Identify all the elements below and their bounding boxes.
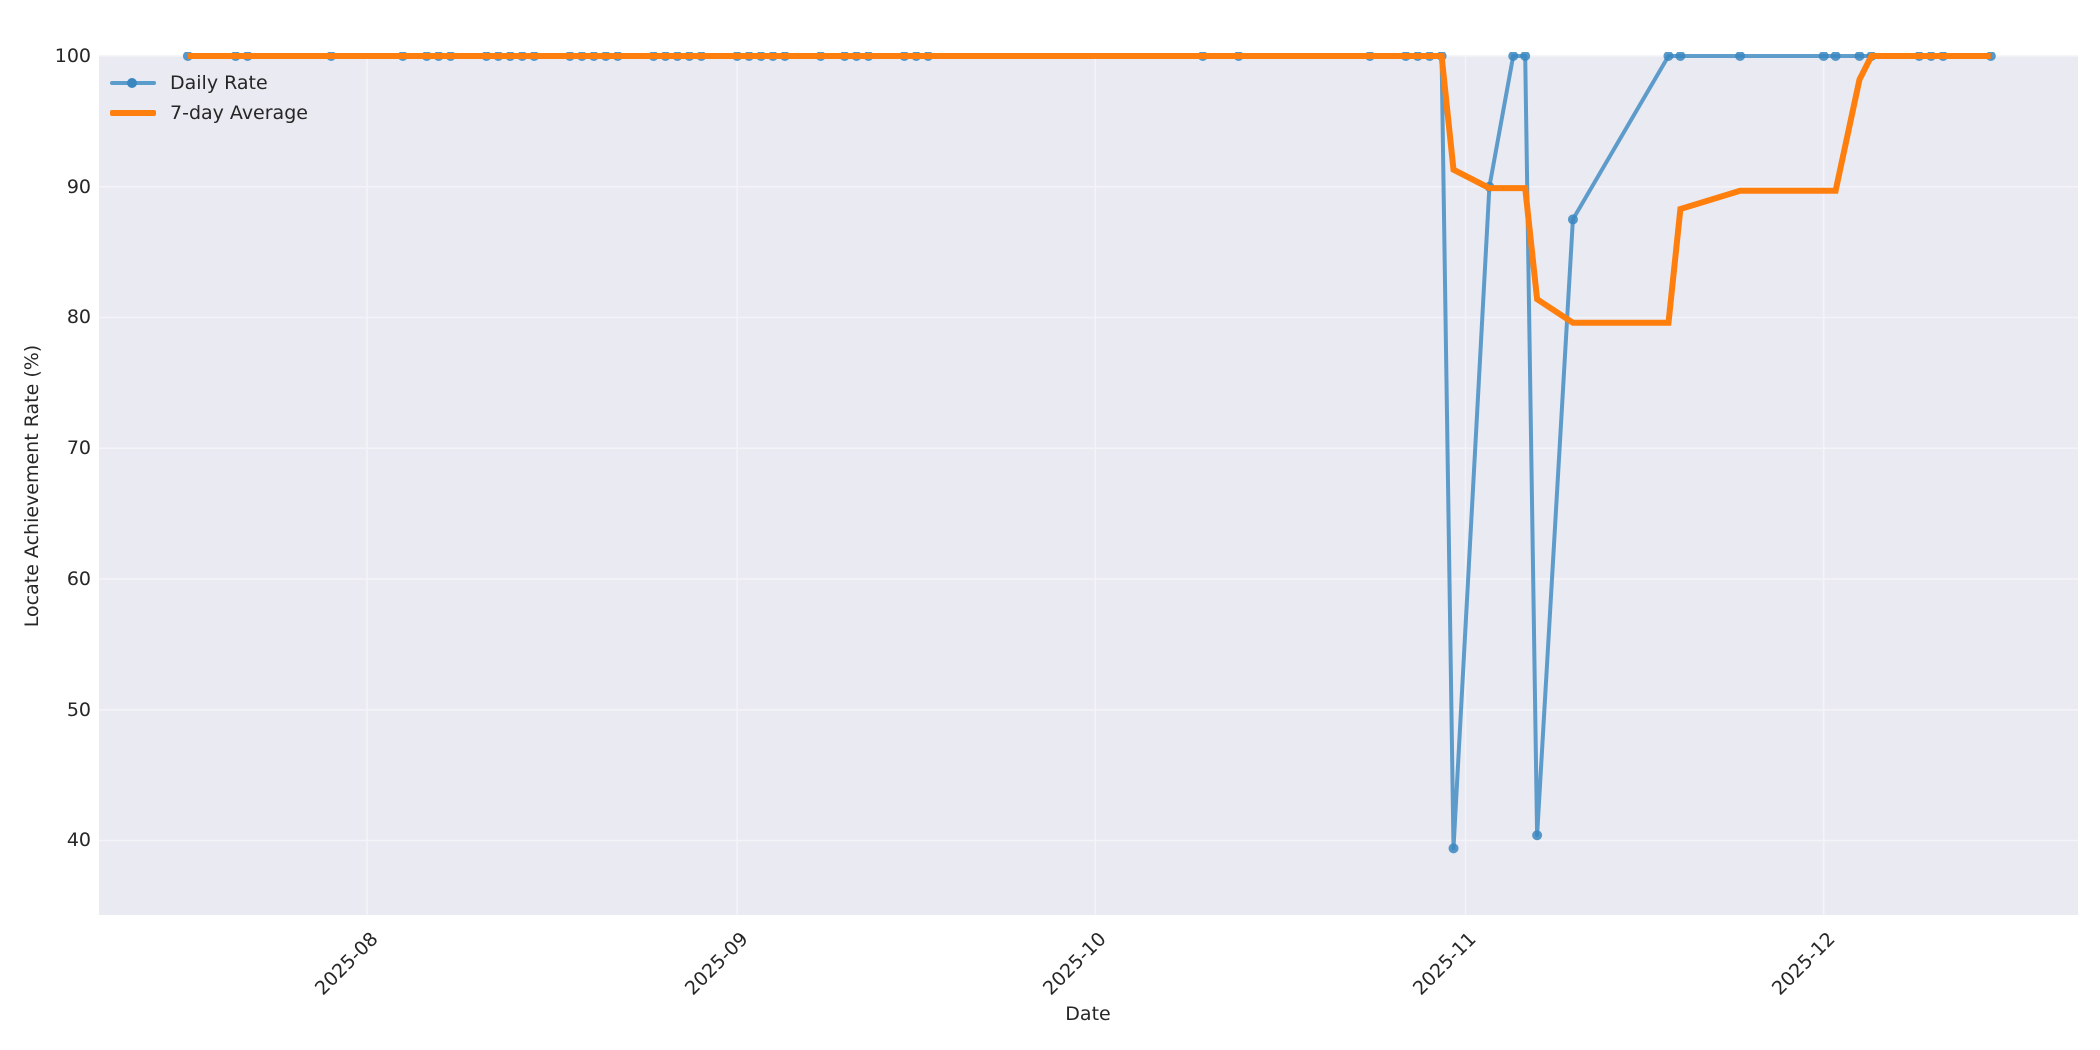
line-icon xyxy=(108,103,158,123)
legend-item-daily-rate: Daily Rate xyxy=(108,68,308,98)
daily-rate-point xyxy=(1520,51,1531,61)
legend-item-7-day-average: 7-day Average xyxy=(108,98,308,128)
daily-rate-point xyxy=(1508,51,1519,61)
daily-rate-point xyxy=(1663,51,1674,61)
y-tick-label: 100 xyxy=(54,45,91,67)
y-axis-label: Locate Achievement Rate (%) xyxy=(21,344,43,628)
plot-background xyxy=(99,56,2078,915)
daily-rate-point xyxy=(1854,51,1865,61)
series-lines xyxy=(182,51,1996,854)
daily-rate-point xyxy=(1532,830,1543,841)
legend: Daily Rate 7-day Average xyxy=(108,68,308,128)
y-tick-label: 90 xyxy=(66,175,91,198)
daily-rate-point xyxy=(1448,843,1459,854)
y-tick-label: 50 xyxy=(66,698,91,721)
legend-label: 7-day Average xyxy=(170,102,308,124)
y-tick-label: 70 xyxy=(66,437,91,460)
line-marker-icon xyxy=(108,73,158,93)
daily-rate-point xyxy=(1830,51,1841,61)
y-tick-label: 40 xyxy=(66,829,91,852)
legend-label: Daily Rate xyxy=(170,72,268,94)
y-tick-label: 60 xyxy=(66,567,91,590)
daily-rate-point xyxy=(1567,214,1578,225)
daily-rate-point xyxy=(1675,51,1686,61)
x-axis-label: Date xyxy=(1065,1003,1111,1025)
seven-day-average-line xyxy=(187,53,1991,326)
daily-rate-point xyxy=(1818,51,1829,61)
daily-rate-point xyxy=(1735,51,1746,61)
y-tick-label: 80 xyxy=(66,306,91,329)
